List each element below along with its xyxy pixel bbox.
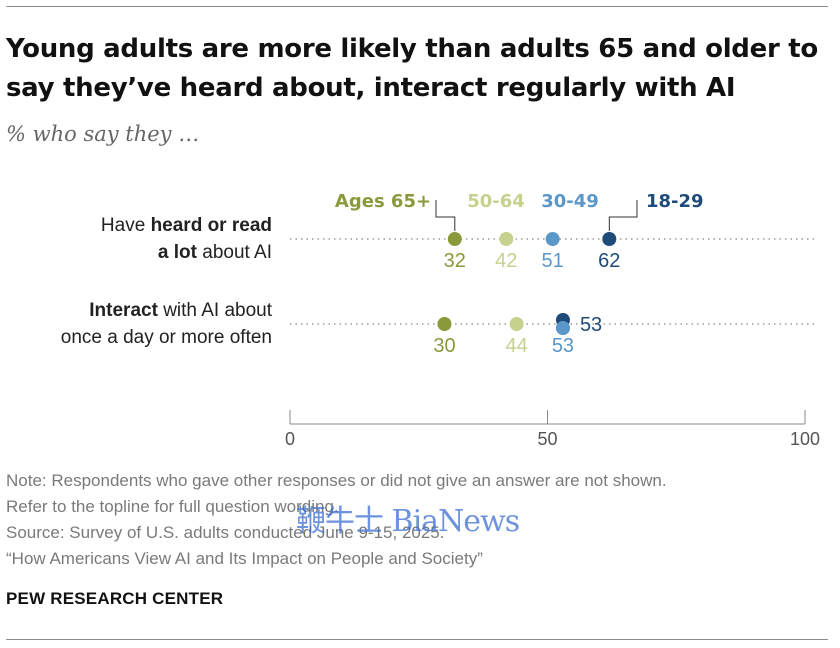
report-title-line: “How Americans View AI and Its Impact on… <box>6 549 483 568</box>
dot <box>555 321 570 335</box>
dot <box>499 232 514 246</box>
legend-label: 18-29 <box>646 191 704 212</box>
legend-label: 50-64 <box>467 191 525 212</box>
value-label: 62 <box>598 250 620 272</box>
legend-leader <box>608 200 638 231</box>
dot <box>447 232 462 246</box>
x-tick-label: 0 <box>285 429 295 449</box>
dot <box>509 317 524 331</box>
notes: Note: Respondents who gave other respons… <box>6 468 826 572</box>
note-line: Note: Respondents who gave other respons… <box>6 471 667 490</box>
row-label-heard-line: Have heard or read <box>101 215 272 236</box>
legend-label: 30-49 <box>541 191 599 212</box>
note-line: Refer to the topline for full question w… <box>6 497 339 516</box>
dot <box>437 317 452 331</box>
chart-title: Young adults are more likely than adults… <box>6 34 818 103</box>
value-label: 42 <box>495 250 517 272</box>
legend-label: Ages 65+ <box>335 191 431 212</box>
dot <box>602 232 617 246</box>
value-label: 53 <box>580 314 602 336</box>
source-line: Source: Survey of U.S. adults conducted … <box>6 523 445 542</box>
chart-subtitle: % who say they … <box>6 122 200 146</box>
pew-logo: PEW RESEARCH CENTER <box>6 589 224 608</box>
value-label: 44 <box>505 335 527 357</box>
legend-leader <box>435 200 456 231</box>
bottom-rule <box>6 639 828 640</box>
row-label-heard-line: a lot about AI <box>158 242 272 263</box>
dot-plot: Have heard or read a lot about AI Interact… <box>61 191 820 449</box>
row-label-interact-line: Interact with AI about <box>89 300 272 321</box>
value-label: 30 <box>433 335 455 357</box>
value-label: 53 <box>552 335 574 357</box>
x-tick-label: 100 <box>790 429 820 449</box>
x-tick-label: 50 <box>537 429 557 449</box>
row-label-interact-line: once a day or more often <box>61 327 272 348</box>
watermark: 鞭牛士 BiaNews <box>296 504 520 539</box>
top-rule <box>6 6 828 7</box>
value-label: 32 <box>444 250 466 272</box>
dot <box>545 232 560 246</box>
value-label: 51 <box>542 250 564 272</box>
